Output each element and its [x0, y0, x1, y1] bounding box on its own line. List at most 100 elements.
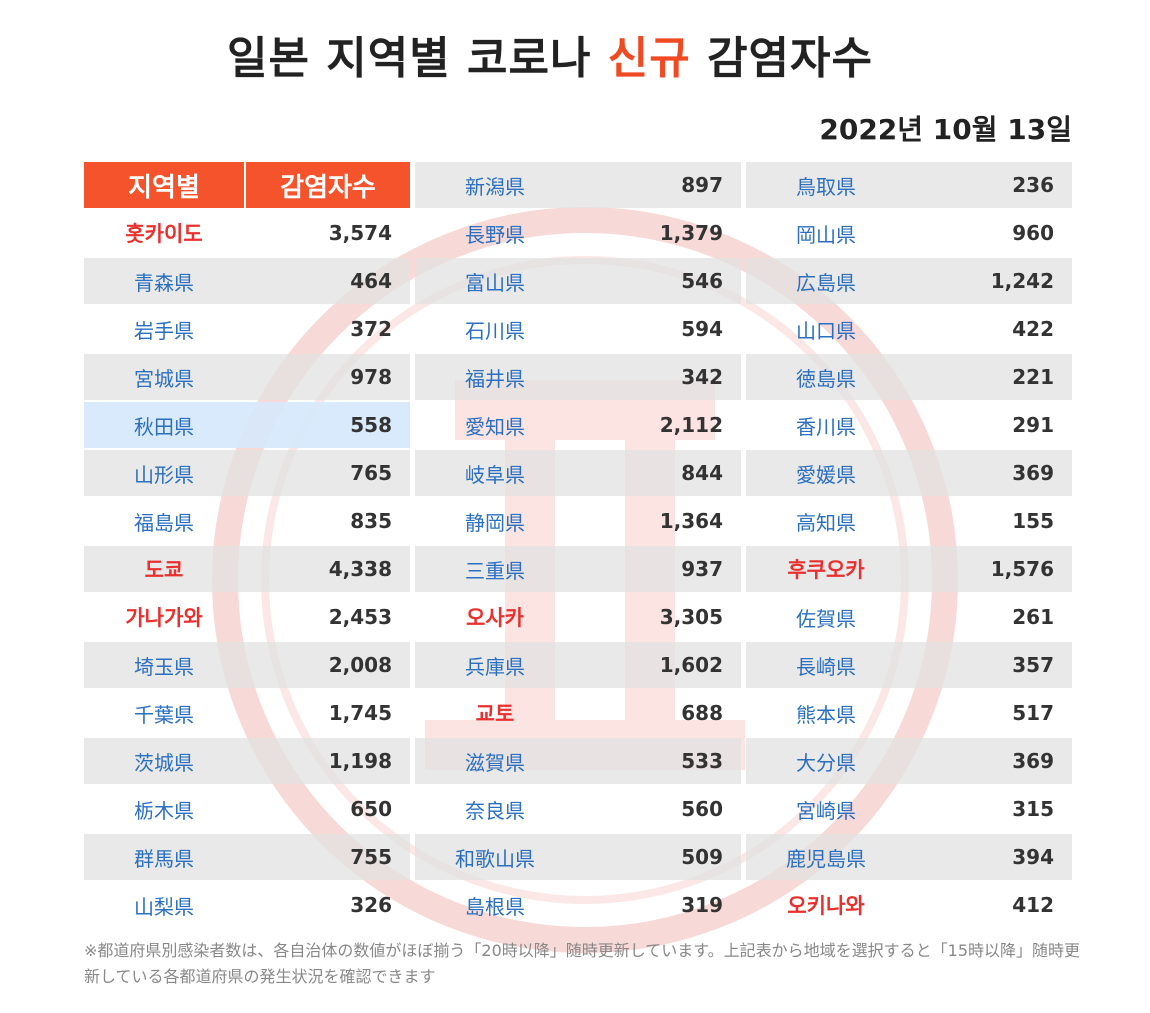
- region-link[interactable]: 奈良県: [465, 798, 525, 823]
- table-row[interactable]: 島根県 319: [415, 882, 741, 928]
- region-link[interactable]: 가나가와: [125, 606, 203, 630]
- region-link[interactable]: 熊本県: [796, 702, 856, 727]
- table-row[interactable]: 香川県 291: [746, 402, 1072, 448]
- table-row[interactable]: 愛媛県 369: [746, 450, 1072, 496]
- table-row[interactable]: 千葉県 1,745: [84, 690, 410, 736]
- table-row[interactable]: 新潟県 897: [415, 162, 741, 208]
- region-link[interactable]: 愛知県: [465, 414, 525, 439]
- region-link[interactable]: 栃木県: [134, 798, 194, 823]
- table-row[interactable]: 山形県 765: [84, 450, 410, 496]
- region-link[interactable]: 岡山県: [796, 222, 856, 247]
- table-row[interactable]: 도쿄 4,338: [84, 546, 410, 592]
- region-link[interactable]: 茨城県: [134, 750, 194, 775]
- table-row[interactable]: 秋田県 558: [84, 402, 410, 448]
- region-link[interactable]: 島根県: [465, 894, 525, 919]
- table-row[interactable]: 高知県 155: [746, 498, 1072, 544]
- table-row[interactable]: 長崎県 357: [746, 642, 1072, 688]
- region-link[interactable]: 福井県: [465, 366, 525, 391]
- table-row[interactable]: 長野県 1,379: [415, 210, 741, 256]
- region-link[interactable]: 岐阜県: [465, 462, 525, 487]
- region-link[interactable]: 滋賀県: [465, 750, 525, 775]
- table-row[interactable]: 岩手県 372: [84, 306, 410, 352]
- region-link[interactable]: 오사카: [466, 606, 524, 630]
- region-link[interactable]: 鳥取県: [796, 174, 856, 199]
- table-row[interactable]: 三重県 937: [415, 546, 741, 592]
- table-row[interactable]: 오사카 3,305: [415, 594, 741, 640]
- region-link[interactable]: 岩手県: [134, 318, 194, 343]
- region-link[interactable]: 群馬県: [134, 846, 194, 871]
- region-link[interactable]: 秋田県: [134, 414, 194, 439]
- table-row[interactable]: 岐阜県 844: [415, 450, 741, 496]
- region-link[interactable]: 宮城県: [134, 366, 194, 391]
- region-link[interactable]: 교토: [475, 702, 515, 726]
- table-row[interactable]: 栃木県 650: [84, 786, 410, 832]
- region-link[interactable]: 山口県: [796, 318, 856, 343]
- region-link[interactable]: 三重県: [465, 558, 525, 583]
- table-row[interactable]: 徳島県 221: [746, 354, 1072, 400]
- region-link[interactable]: 愛媛県: [796, 462, 856, 487]
- table-row[interactable]: 奈良県 560: [415, 786, 741, 832]
- table-row[interactable]: 石川県 594: [415, 306, 741, 352]
- region-link[interactable]: 新潟県: [465, 174, 525, 199]
- case-count: 560: [681, 797, 723, 821]
- region-link[interactable]: 香川県: [796, 414, 856, 439]
- table-row[interactable]: 和歌山県 509: [415, 834, 741, 880]
- table-row[interactable]: 岡山県 960: [746, 210, 1072, 256]
- table-row[interactable]: 埼玉県 2,008: [84, 642, 410, 688]
- region-link[interactable]: 埼玉県: [134, 654, 194, 679]
- region-link[interactable]: 山梨県: [134, 894, 194, 919]
- region-link[interactable]: 홋카이도: [125, 222, 203, 246]
- table-row[interactable]: 滋賀県 533: [415, 738, 741, 784]
- region-link[interactable]: 宮崎県: [796, 798, 856, 823]
- region-link[interactable]: 佐賀県: [796, 606, 856, 631]
- page-title: 일본 지역별 코로나 신규 감염자수: [226, 33, 873, 84]
- region-link[interactable]: 広島県: [796, 270, 856, 295]
- region-link[interactable]: 石川県: [465, 318, 525, 343]
- case-count: 960: [1012, 221, 1054, 245]
- case-count: 844: [681, 461, 723, 485]
- header-count: 감염자수: [280, 172, 376, 203]
- region-link[interactable]: 山形県: [134, 462, 194, 487]
- region-link[interactable]: 長野県: [465, 222, 525, 247]
- region-link[interactable]: 高知県: [796, 510, 856, 535]
- region-link[interactable]: 長崎県: [796, 654, 856, 679]
- table-row[interactable]: 오키나와 412: [746, 882, 1072, 928]
- table-row[interactable]: 교토 688: [415, 690, 741, 736]
- table-row[interactable]: 茨城県 1,198: [84, 738, 410, 784]
- region-link[interactable]: 静岡県: [465, 510, 525, 535]
- table-row[interactable]: 山梨県 326: [84, 882, 410, 928]
- table-row[interactable]: 福井県 342: [415, 354, 741, 400]
- table-row[interactable]: 福島県 835: [84, 498, 410, 544]
- region-link[interactable]: 大分県: [796, 750, 856, 775]
- region-link[interactable]: 후쿠오카: [787, 558, 865, 582]
- table-row[interactable]: 兵庫県 1,602: [415, 642, 741, 688]
- table-row[interactable]: 青森県 464: [84, 258, 410, 304]
- region-link[interactable]: 千葉県: [134, 702, 194, 727]
- region-link[interactable]: 鹿児島県: [786, 846, 866, 871]
- table-row[interactable]: 宮崎県 315: [746, 786, 1072, 832]
- region-link[interactable]: 도쿄: [144, 558, 184, 582]
- table-row[interactable]: 가나가와 2,453: [84, 594, 410, 640]
- table-row[interactable]: 鳥取県 236: [746, 162, 1072, 208]
- table-row[interactable]: 愛知県 2,112: [415, 402, 741, 448]
- case-count: 835: [350, 509, 392, 533]
- region-link[interactable]: 福島県: [134, 510, 194, 535]
- region-link[interactable]: 兵庫県: [465, 654, 525, 679]
- table-row[interactable]: 熊本県 517: [746, 690, 1072, 736]
- table-row[interactable]: 후쿠오카 1,576: [746, 546, 1072, 592]
- region-link[interactable]: 青森県: [134, 270, 194, 295]
- table-row[interactable]: 홋카이도 3,574: [84, 210, 410, 256]
- table-row[interactable]: 宮城県 978: [84, 354, 410, 400]
- table-row[interactable]: 広島県 1,242: [746, 258, 1072, 304]
- table-row[interactable]: 静岡県 1,364: [415, 498, 741, 544]
- table-row[interactable]: 群馬県 755: [84, 834, 410, 880]
- region-link[interactable]: 오키나와: [787, 894, 865, 918]
- table-row[interactable]: 富山県 546: [415, 258, 741, 304]
- region-link[interactable]: 徳島県: [796, 366, 856, 391]
- table-row[interactable]: 鹿児島県 394: [746, 834, 1072, 880]
- region-link[interactable]: 富山県: [465, 270, 525, 295]
- table-row[interactable]: 山口県 422: [746, 306, 1072, 352]
- table-row[interactable]: 佐賀県 261: [746, 594, 1072, 640]
- table-row[interactable]: 大分県 369: [746, 738, 1072, 784]
- region-link[interactable]: 和歌山県: [455, 846, 535, 871]
